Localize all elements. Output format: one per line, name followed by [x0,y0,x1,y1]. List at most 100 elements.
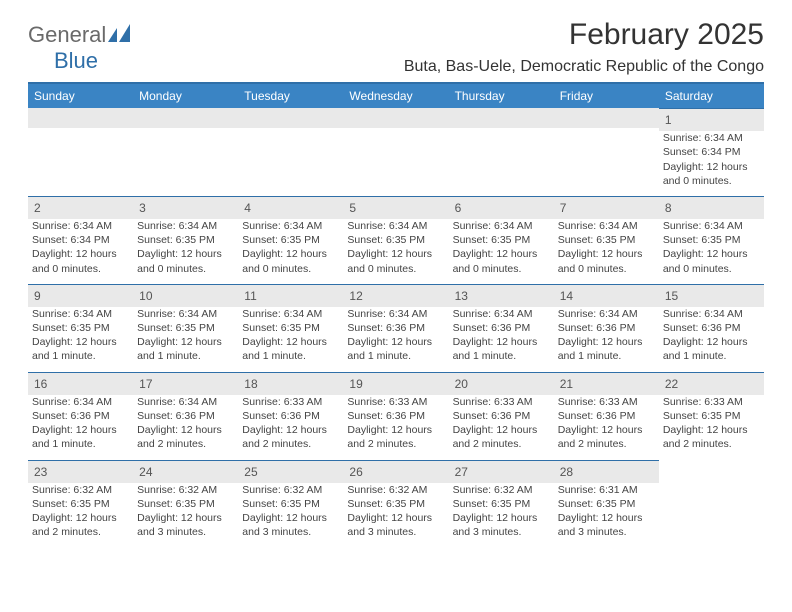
day-cell: Sunrise: 6:34 AMSunset: 6:36 PMDaylight:… [28,395,133,460]
daynum-cell [238,108,343,131]
sunrise-text: Sunrise: 6:34 AM [137,219,234,233]
day-details: Sunrise: 6:33 AMSunset: 6:36 PMDaylight:… [558,395,655,452]
day-number: 14 [554,284,659,307]
day-details: Sunrise: 6:34 AMSunset: 6:35 PMDaylight:… [453,219,550,276]
daynum-cell: 18 [238,372,343,395]
daynum-cell [554,108,659,131]
sunrise-text: Sunrise: 6:34 AM [558,307,655,321]
sunset-text: Sunset: 6:35 PM [663,233,760,247]
daynum-cell: 10 [133,284,238,307]
sunrise-text: Sunrise: 6:33 AM [347,395,444,409]
daynum-cell: 19 [343,372,448,395]
sunset-text: Sunset: 6:36 PM [663,321,760,335]
day-number: 19 [343,372,448,395]
day-details: Sunrise: 6:34 AMSunset: 6:35 PMDaylight:… [32,307,129,364]
daynum-cell: 22 [659,372,764,395]
day-details: Sunrise: 6:34 AMSunset: 6:36 PMDaylight:… [32,395,129,452]
day-cell: Sunrise: 6:34 AMSunset: 6:35 PMDaylight:… [659,219,764,284]
daylight-text: Daylight: 12 hours and 1 minute. [242,335,339,363]
daynum-cell: 6 [449,196,554,219]
sunset-text: Sunset: 6:36 PM [347,321,444,335]
day-details: Sunrise: 6:34 AMSunset: 6:35 PMDaylight:… [137,307,234,364]
daynum-row: 16171819202122 [28,372,764,395]
daynum-cell: 3 [133,196,238,219]
daylight-text: Daylight: 12 hours and 0 minutes. [347,247,444,275]
day-number: 2 [28,196,133,219]
daynum-cell: 2 [28,196,133,219]
sunrise-text: Sunrise: 6:33 AM [558,395,655,409]
day-cell [238,131,343,196]
daylight-text: Daylight: 12 hours and 1 minute. [137,335,234,363]
daylight-text: Daylight: 12 hours and 1 minute. [558,335,655,363]
daylight-text: Daylight: 12 hours and 2 minutes. [137,423,234,451]
calendar-page: General Blue February 2025 Buta, Bas-Uel… [0,0,792,557]
day-number: 15 [659,284,764,307]
daylight-text: Daylight: 12 hours and 2 minutes. [347,423,444,451]
daynum-cell: 11 [238,284,343,307]
day-cell: Sunrise: 6:34 AMSunset: 6:35 PMDaylight:… [343,219,448,284]
day-cell: Sunrise: 6:33 AMSunset: 6:36 PMDaylight:… [554,395,659,460]
day-cell: Sunrise: 6:33 AMSunset: 6:36 PMDaylight:… [343,395,448,460]
daylight-text: Daylight: 12 hours and 0 minutes. [137,247,234,275]
sunset-text: Sunset: 6:35 PM [32,321,129,335]
sunrise-text: Sunrise: 6:34 AM [137,307,234,321]
daynum-row: 1 [28,108,764,131]
day-number: 17 [133,372,238,395]
daynum-row: 2345678 [28,196,764,219]
day-cell: Sunrise: 6:34 AMSunset: 6:34 PMDaylight:… [28,219,133,284]
day-cell [343,131,448,196]
day-number: 13 [449,284,554,307]
day-details: Sunrise: 6:32 AMSunset: 6:35 PMDaylight:… [137,483,234,540]
day-cell: Sunrise: 6:34 AMSunset: 6:35 PMDaylight:… [238,219,343,284]
day-cell: Sunrise: 6:34 AMSunset: 6:35 PMDaylight:… [28,307,133,372]
logo-word-1: General [28,22,106,47]
day-cell [28,131,133,196]
day-number: 6 [449,196,554,219]
daylight-text: Daylight: 12 hours and 3 minutes. [453,511,550,539]
day-details: Sunrise: 6:34 AMSunset: 6:35 PMDaylight:… [242,307,339,364]
day-details: Sunrise: 6:33 AMSunset: 6:35 PMDaylight:… [663,395,760,452]
sunset-text: Sunset: 6:35 PM [453,233,550,247]
daylight-text: Daylight: 12 hours and 2 minutes. [558,423,655,451]
day-details: Sunrise: 6:34 AMSunset: 6:35 PMDaylight:… [347,219,444,276]
day-details: Sunrise: 6:32 AMSunset: 6:35 PMDaylight:… [453,483,550,540]
daylight-text: Daylight: 12 hours and 3 minutes. [137,511,234,539]
day-number [133,108,238,128]
sails-icon [108,24,134,47]
daynum-cell: 12 [343,284,448,307]
day-number: 21 [554,372,659,395]
daynum-cell: 20 [449,372,554,395]
day-cell: Sunrise: 6:34 AMSunset: 6:36 PMDaylight:… [659,307,764,372]
day-header: Saturday [659,84,764,108]
sunrise-text: Sunrise: 6:34 AM [347,307,444,321]
sunset-text: Sunset: 6:35 PM [663,409,760,423]
day-details: Sunrise: 6:34 AMSunset: 6:36 PMDaylight:… [453,307,550,364]
day-number: 28 [554,460,659,483]
sunset-text: Sunset: 6:35 PM [242,233,339,247]
logo-word-2: Blue [54,48,98,73]
daynum-cell: 25 [238,460,343,483]
daylight-text: Daylight: 12 hours and 0 minutes. [663,160,760,188]
daynum-cell: 24 [133,460,238,483]
sunrise-text: Sunrise: 6:34 AM [663,219,760,233]
sunrise-text: Sunrise: 6:34 AM [453,219,550,233]
daylight-text: Daylight: 12 hours and 3 minutes. [347,511,444,539]
daynum-cell: 9 [28,284,133,307]
sunset-text: Sunset: 6:35 PM [137,233,234,247]
daylight-text: Daylight: 12 hours and 1 minute. [453,335,550,363]
daynum-row: 9101112131415 [28,284,764,307]
day-cell: Sunrise: 6:32 AMSunset: 6:35 PMDaylight:… [449,483,554,548]
day-cell: Sunrise: 6:34 AMSunset: 6:35 PMDaylight:… [238,307,343,372]
day-cell [659,483,764,548]
day-cell: Sunrise: 6:32 AMSunset: 6:35 PMDaylight:… [238,483,343,548]
day-cell: Sunrise: 6:33 AMSunset: 6:36 PMDaylight:… [238,395,343,460]
day-number: 3 [133,196,238,219]
daynum-cell: 14 [554,284,659,307]
sunrise-text: Sunrise: 6:33 AM [242,395,339,409]
day-header: Friday [554,84,659,108]
day-header: Sunday [28,84,133,108]
day-details: Sunrise: 6:32 AMSunset: 6:35 PMDaylight:… [32,483,129,540]
day-number: 18 [238,372,343,395]
day-details: Sunrise: 6:33 AMSunset: 6:36 PMDaylight:… [347,395,444,452]
day-details: Sunrise: 6:34 AMSunset: 6:35 PMDaylight:… [137,219,234,276]
